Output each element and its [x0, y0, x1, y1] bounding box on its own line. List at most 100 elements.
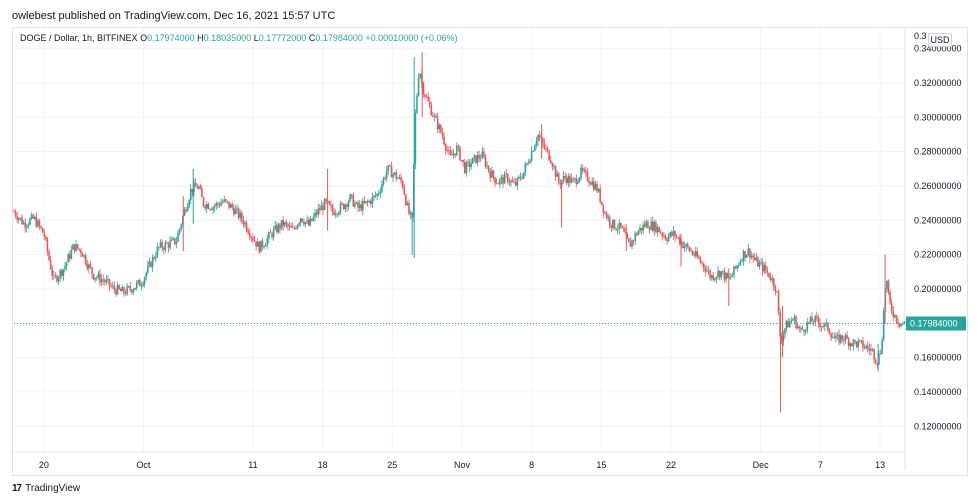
candle-body: [634, 233, 637, 241]
candle-body: [859, 340, 861, 342]
candle-body: [223, 199, 226, 202]
x-tick-label: Nov: [454, 460, 471, 470]
candle-body: [226, 200, 229, 202]
candle-body: [468, 161, 471, 167]
candle-body: [479, 158, 482, 160]
candle-body: [287, 224, 289, 227]
candle-body: [239, 212, 241, 218]
candle-body: [78, 248, 81, 250]
candle-body: [717, 271, 719, 277]
candle-body: [108, 279, 111, 287]
candle-body: [166, 242, 168, 244]
candle-body: [13, 211, 15, 213]
candle-body: [669, 232, 672, 237]
candle-body: [616, 229, 619, 231]
candle-body: [814, 316, 817, 323]
candle-body: [441, 132, 444, 137]
candle-body: [519, 176, 522, 179]
candle-body: [860, 340, 863, 342]
candle-body: [851, 343, 853, 346]
candle-body: [70, 249, 73, 259]
candle-body: [656, 226, 659, 233]
candle-body: [196, 186, 198, 189]
candle-body: [613, 219, 616, 229]
candle-body: [425, 96, 428, 98]
candle-body: [22, 222, 25, 225]
candle-body: [763, 265, 766, 272]
candle-body: [16, 216, 18, 220]
candle-body: [161, 242, 163, 249]
candle-body: [744, 251, 746, 258]
y-tick-label: 0.22000000: [914, 250, 962, 260]
currency-button[interactable]: USD: [928, 33, 952, 47]
candle-body: [124, 293, 127, 295]
candle-body: [143, 277, 146, 284]
candle-body: [236, 208, 238, 210]
candle-body: [524, 164, 527, 173]
candle-body: [279, 224, 281, 229]
x-tick-label: 13: [875, 460, 885, 470]
candle-body: [772, 278, 775, 287]
candle-body: [228, 201, 230, 208]
candle-body: [51, 269, 54, 276]
candle-body: [862, 340, 864, 349]
candle-body: [215, 203, 218, 207]
candle-body: [631, 240, 633, 247]
candle-body: [809, 316, 812, 323]
candle-body: [873, 349, 875, 360]
candle-body: [841, 335, 844, 340]
candle-body: [271, 233, 273, 238]
y-tick-label: 0.12000000: [914, 421, 962, 431]
candle-body: [229, 204, 232, 208]
candle-body: [766, 270, 769, 273]
candle-body: [648, 228, 651, 230]
candle-body: [712, 275, 715, 280]
candle-body: [389, 165, 391, 167]
candle-body: [449, 150, 452, 155]
candle-body: [567, 176, 570, 184]
candle-body: [894, 315, 896, 317]
candle-body: [696, 251, 699, 258]
candle-body: [164, 242, 167, 250]
candle-body: [467, 161, 469, 163]
tradingview-logo[interactable]: 17 TradingView: [12, 483, 80, 494]
candle-body: [331, 206, 334, 212]
candle-body: [768, 272, 770, 278]
candle-body: [686, 244, 689, 247]
candle-body: [408, 203, 410, 214]
candle-body: [636, 233, 638, 235]
candle-body: [89, 264, 92, 268]
candle-body: [642, 224, 644, 231]
candle-body: [75, 244, 77, 251]
last-price-badge: [906, 316, 966, 331]
candle-body: [424, 94, 426, 97]
candle-body: [484, 156, 487, 167]
candle-body: [643, 224, 646, 227]
candle-body: [578, 177, 581, 182]
candle-body: [677, 237, 680, 238]
candle-body: [62, 269, 65, 276]
candle-body: [428, 101, 431, 106]
candle-body: [537, 135, 539, 142]
candle-body: [448, 150, 450, 152]
candle-body: [127, 286, 130, 288]
candle-body: [298, 222, 300, 225]
candle-body: [204, 205, 206, 209]
chart-frame[interactable]: [12, 27, 968, 476]
candle-body: [495, 182, 498, 184]
candle-body: [76, 244, 79, 249]
candle-body: [153, 257, 155, 259]
candle-body: [607, 216, 609, 219]
candle-body: [304, 221, 307, 225]
candle-body: [667, 236, 670, 241]
candle-body: [443, 136, 445, 145]
candle-body: [341, 203, 343, 205]
candle-body: [602, 204, 605, 214]
candle-body: [188, 200, 191, 207]
candle-body: [674, 230, 676, 237]
candle-body: [260, 240, 262, 253]
x-tick-label: 18: [318, 460, 328, 470]
candle-body: [433, 115, 436, 117]
candle-body: [624, 232, 627, 234]
